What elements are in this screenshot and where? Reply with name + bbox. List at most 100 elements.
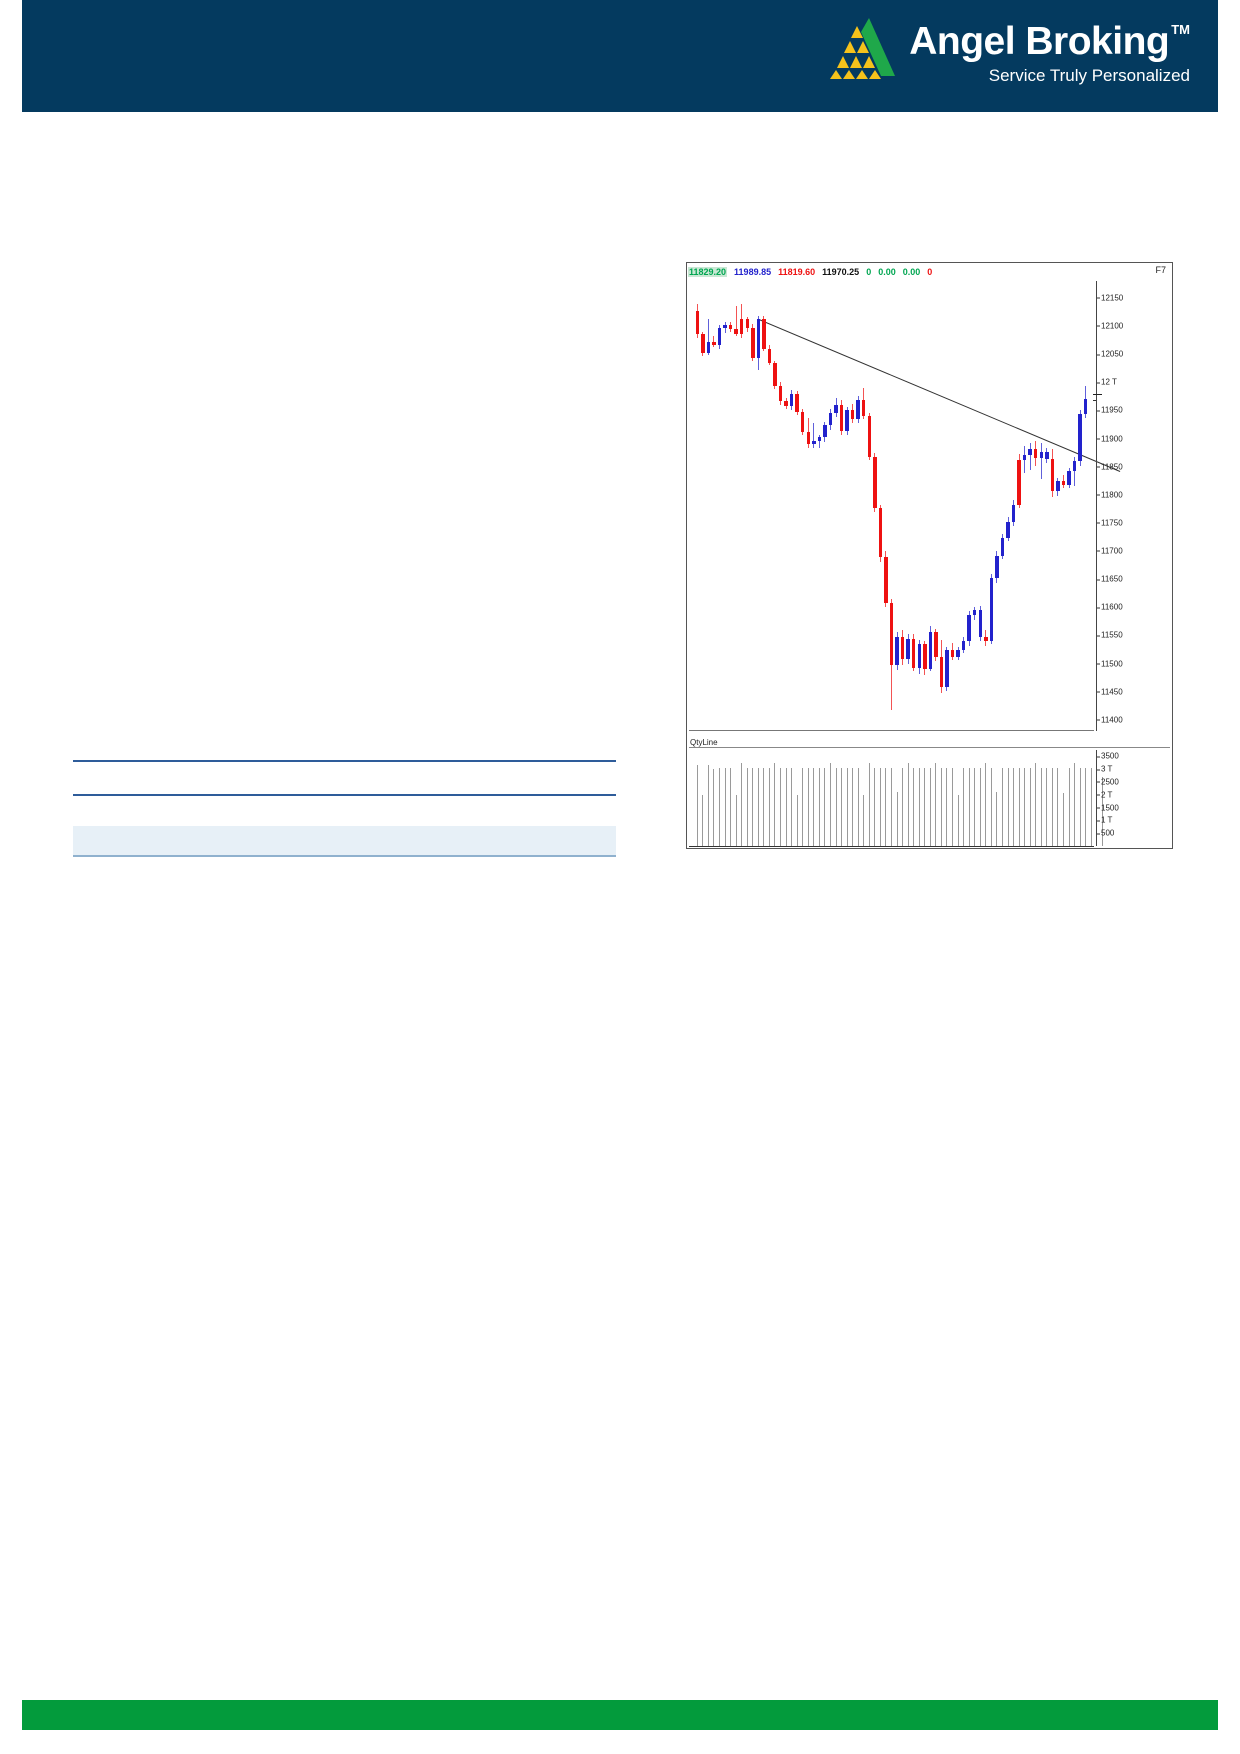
volume-bar	[1057, 768, 1059, 846]
document-rule-top	[73, 760, 616, 762]
candle-wick	[1074, 456, 1076, 486]
candle-body	[928, 632, 933, 670]
candle-body	[834, 404, 838, 413]
brand-name-row: Angel Broking TM	[909, 20, 1190, 64]
volume-bar	[902, 768, 904, 846]
candle-body	[867, 416, 872, 457]
angel-triangle-logo-icon	[817, 18, 896, 80]
candle-body	[984, 636, 988, 641]
volume-bar	[985, 762, 987, 846]
candle-body	[850, 410, 855, 420]
volume-bar	[952, 768, 954, 846]
candle-body	[884, 556, 888, 603]
brand-lockup: Angel Broking TM Service Truly Personali…	[817, 18, 1190, 87]
volume-bar	[874, 768, 876, 846]
volume-bar	[846, 768, 848, 846]
candle-body	[745, 319, 749, 329]
volume-bar	[785, 768, 787, 846]
volume-axis-tick: 1500	[1097, 803, 1119, 812]
candle-body	[773, 363, 777, 386]
volume-bar	[1068, 768, 1070, 846]
volume-bar	[896, 792, 898, 846]
volume-bar	[1007, 768, 1009, 846]
candle-body	[1067, 471, 1071, 485]
volume-bar	[940, 768, 942, 846]
price-axis-tick: 12100	[1097, 322, 1123, 331]
price-axis-tick: 11900	[1097, 434, 1123, 443]
price-axis-tick: 12150	[1097, 293, 1123, 302]
volume-bar	[818, 768, 820, 846]
candle-body	[795, 393, 799, 412]
candle-body	[889, 602, 894, 665]
document-highlight-band	[73, 826, 616, 857]
volume-bar	[791, 768, 793, 846]
chart-panel[interactable]: 11829.20 11989.85 11819.60 11970.25 0 0.…	[686, 262, 1173, 849]
volume-bar	[852, 768, 854, 846]
volume-bar	[829, 762, 831, 846]
volume-bar	[1085, 768, 1087, 846]
volume-axis-tick: 1 T	[1097, 816, 1112, 825]
volume-bar	[763, 768, 765, 846]
candle-body	[900, 636, 905, 659]
candle-body	[1011, 504, 1016, 522]
volume-bar	[741, 762, 743, 846]
price-y-axis: 12150 12100 12050 12 T 11950 11900 11850 11800 1…	[1093, 281, 1171, 731]
candle-body	[762, 319, 766, 349]
volume-bar	[1001, 768, 1003, 846]
candle-body	[989, 578, 994, 641]
candle-body	[756, 319, 761, 358]
price-plot-area[interactable]	[689, 281, 1121, 731]
volume-bar	[841, 768, 843, 846]
price-axis-tick: 11950	[1097, 406, 1123, 415]
volume-bar	[868, 762, 870, 846]
volume-bar	[813, 768, 815, 846]
candle-body	[806, 431, 810, 445]
volume-plot-area[interactable]	[689, 750, 1103, 847]
volume-bar	[719, 768, 720, 846]
volume-bar	[1029, 768, 1031, 846]
brand-tagline: Service Truly Personalized	[988, 66, 1190, 85]
volume-bar	[979, 768, 981, 846]
volume-bar	[1062, 792, 1064, 846]
candle-body	[701, 334, 705, 353]
volume-pane-divider	[689, 747, 1170, 748]
volume-axis-tick: 3 T	[1097, 765, 1112, 774]
quote-extra-2: 0.00	[878, 267, 896, 277]
volume-bar	[1051, 768, 1053, 846]
candle-body	[878, 508, 883, 557]
candle-body	[856, 400, 860, 420]
volume-bar	[752, 768, 754, 846]
candle-body	[828, 412, 833, 425]
candle-body	[1028, 448, 1032, 456]
candle-body	[723, 324, 727, 329]
candle-wick	[1040, 443, 1042, 479]
volume-bar	[1040, 768, 1042, 846]
candle-body	[906, 638, 910, 659]
volume-bar	[974, 768, 976, 846]
candle-body	[789, 393, 794, 406]
candle-body	[1034, 448, 1038, 458]
candle-body	[812, 440, 816, 445]
volume-bar	[802, 768, 804, 846]
candle-body	[739, 319, 744, 334]
candle-body	[823, 425, 827, 438]
candle-body	[817, 437, 822, 441]
volume-bar	[707, 764, 709, 846]
volume-bar	[907, 762, 909, 846]
volume-bar	[1013, 768, 1015, 846]
candle-body	[695, 310, 700, 335]
candle-wick	[818, 435, 820, 448]
volume-bar	[1090, 768, 1092, 846]
candle-body	[1045, 452, 1049, 459]
candle-body	[801, 411, 805, 432]
volume-bar	[935, 762, 937, 846]
quote-strip: 11829.20 11989.85 11819.60 11970.25 0 0.…	[688, 264, 1171, 280]
page-footer-band	[22, 1700, 1218, 1730]
function-key-label[interactable]: F7	[1155, 265, 1166, 275]
candle-wick	[1024, 446, 1026, 474]
candle-body	[706, 341, 711, 353]
volume-bar	[757, 768, 759, 846]
volume-axis-tick: 500	[1097, 829, 1114, 838]
price-axis-tick: 12 T	[1097, 378, 1117, 387]
volume-bar	[1046, 768, 1048, 846]
